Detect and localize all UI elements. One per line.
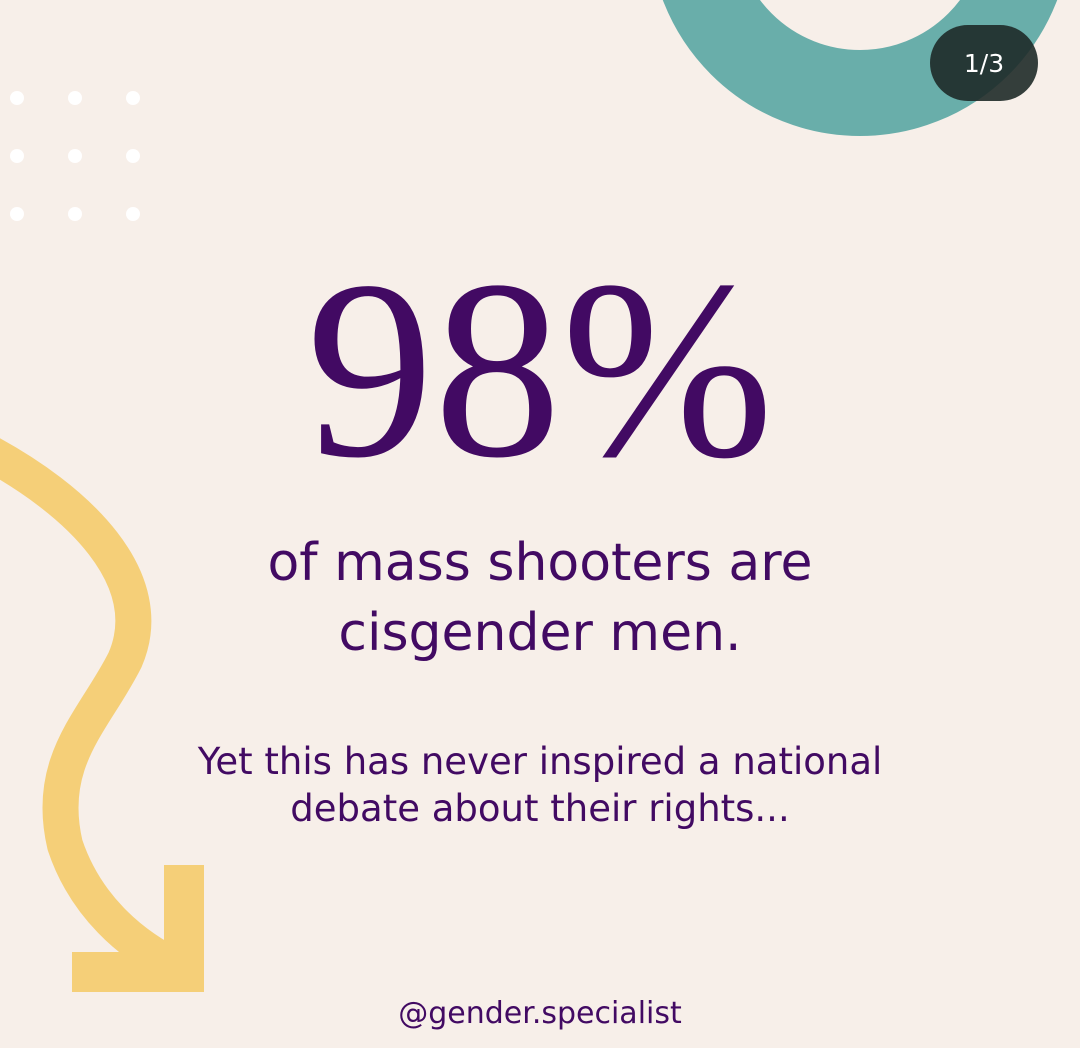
body-line: Yet this has never inspired a national [197,740,883,783]
page-counter: 1/3 [964,49,1004,78]
page-counter-badge: 1/3 [930,25,1038,101]
subheadline-line: cisgender men. [338,603,741,663]
dot-grid [10,91,140,221]
handle: @gender.specialist [398,996,682,1031]
yellow-arrow [0,438,204,992]
subheadline-line: of mass shooters are [267,533,812,593]
headline: 98% [306,229,773,511]
teal-ring [663,0,1057,136]
body-line: debate about their rights... [290,787,789,830]
